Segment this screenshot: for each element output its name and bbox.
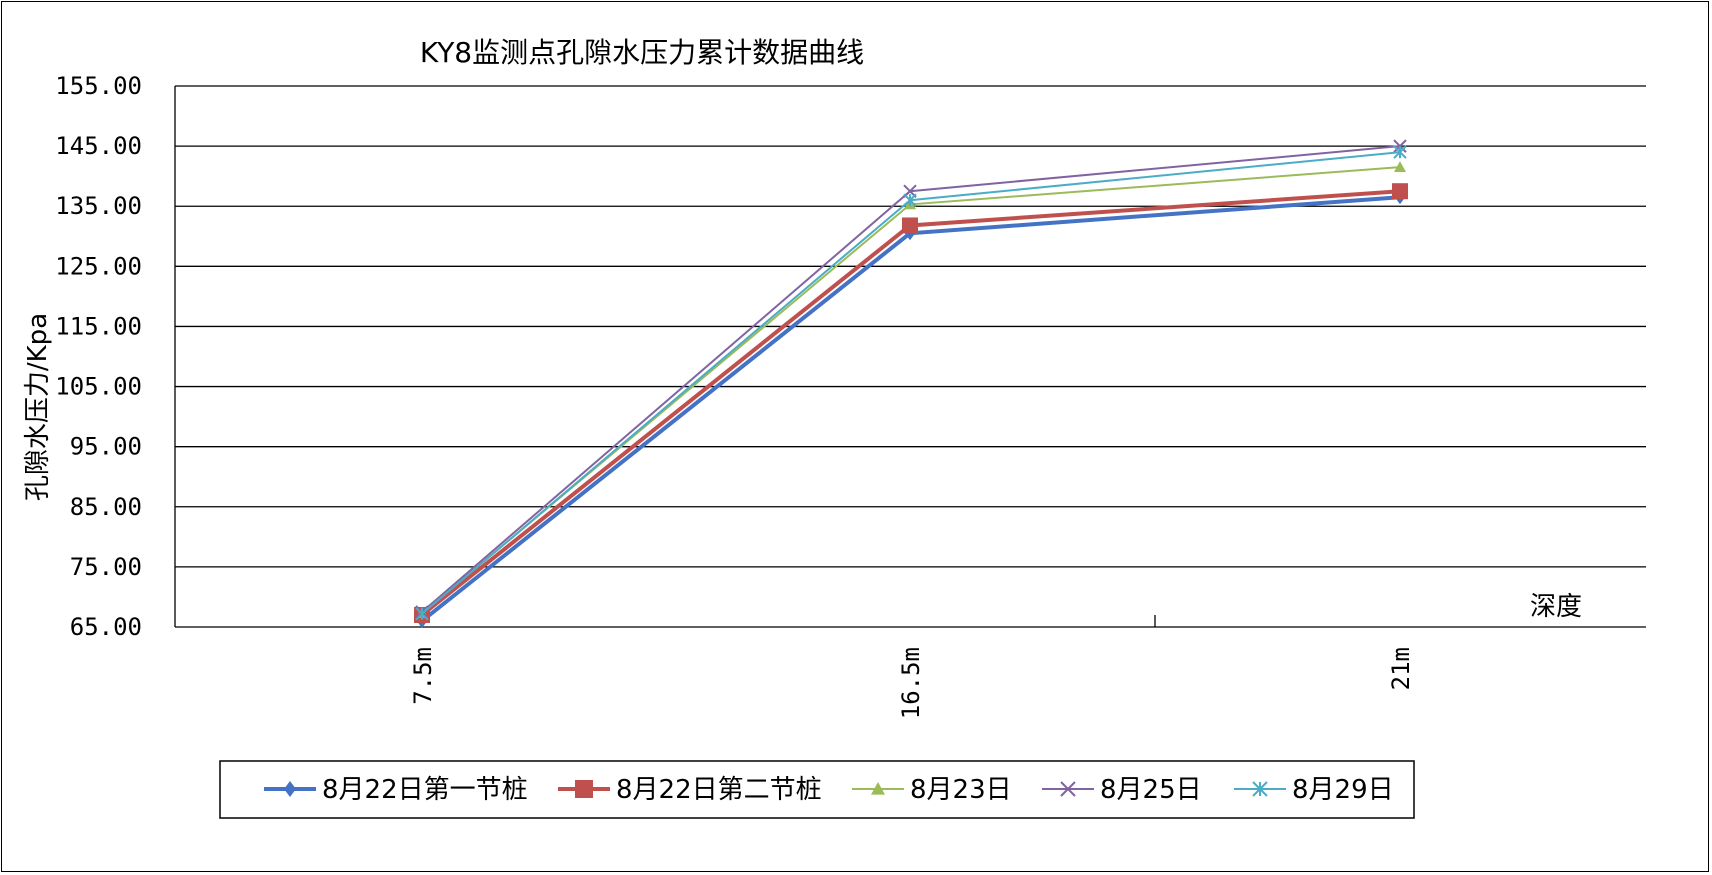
data-point <box>903 193 917 207</box>
series-line <box>421 145 1401 613</box>
y-tick-label: 95.00 <box>70 433 142 461</box>
y-tick-labels: 155.00 145.00 135.00 125.00 115.00 105.00 95.0… <box>55 72 142 641</box>
series-4 <box>415 139 1407 619</box>
legend-label: 8月23日 <box>910 775 1012 805</box>
legend-marker <box>1060 781 1076 797</box>
series-5 <box>415 145 1407 621</box>
data-point <box>1394 161 1406 172</box>
series-2 <box>414 183 1408 623</box>
x-tick-label: 16.5m <box>897 647 925 719</box>
legend-item: 8月29日 <box>1234 775 1394 805</box>
series-line <box>420 189 1401 617</box>
legend-item: 8月22日第二节桩 <box>558 775 822 805</box>
data-point <box>1393 145 1407 159</box>
y-tick-label: 115.00 <box>55 312 142 340</box>
legend-marker <box>871 782 885 795</box>
series-line <box>420 195 1401 623</box>
chart-title: KY8监测点孔隙水压力累计数据曲线 <box>420 36 864 69</box>
y-tick-label: 75.00 <box>70 553 142 581</box>
series-lines <box>414 139 1408 628</box>
legend-box <box>219 760 1415 819</box>
legend-marker <box>575 780 593 798</box>
y-tick-label: 155.00 <box>55 72 142 100</box>
data-point <box>1393 139 1407 153</box>
series-1 <box>416 190 1406 628</box>
y-tick-label: 65.00 <box>70 613 142 641</box>
y-tick-label: 145.00 <box>55 132 142 160</box>
legend-label: 8月22日第二节桩 <box>616 775 822 805</box>
x-axis-label: 深度 <box>1530 592 1582 622</box>
legend-marker <box>284 781 296 797</box>
y-tick-label: 135.00 <box>55 192 142 220</box>
data-point <box>415 607 429 621</box>
y-tick-label: 85.00 <box>70 493 142 521</box>
legend: 8月22日第一节桩 8月22日第二节桩 8月23日 8月25日 8月29日 <box>219 760 1415 819</box>
legend-label: 8月25日 <box>1100 775 1202 805</box>
legend-label: 8月29日 <box>1292 775 1394 805</box>
legend-label: 8月22日第一节桩 <box>322 775 528 805</box>
legend-item: 8月23日 <box>852 775 1012 805</box>
data-point <box>902 217 918 234</box>
legend-item: 8月22日第一节桩 <box>264 775 528 805</box>
data-point <box>1392 183 1408 200</box>
y-tick-label: 105.00 <box>55 373 142 401</box>
x-tick-label: 21m <box>1387 647 1415 690</box>
x-tick-label: 7.5m <box>409 647 437 705</box>
y-tick-label: 125.00 <box>55 252 142 280</box>
legend-item: 8月25日 <box>1042 775 1202 805</box>
y-axis-label: 孔隙水压力/Kpa <box>23 313 53 501</box>
legend-marker <box>1252 781 1268 797</box>
grid-lines <box>174 85 1646 628</box>
x-tick-labels: 7.5m 16.5m 21m <box>409 647 1415 719</box>
